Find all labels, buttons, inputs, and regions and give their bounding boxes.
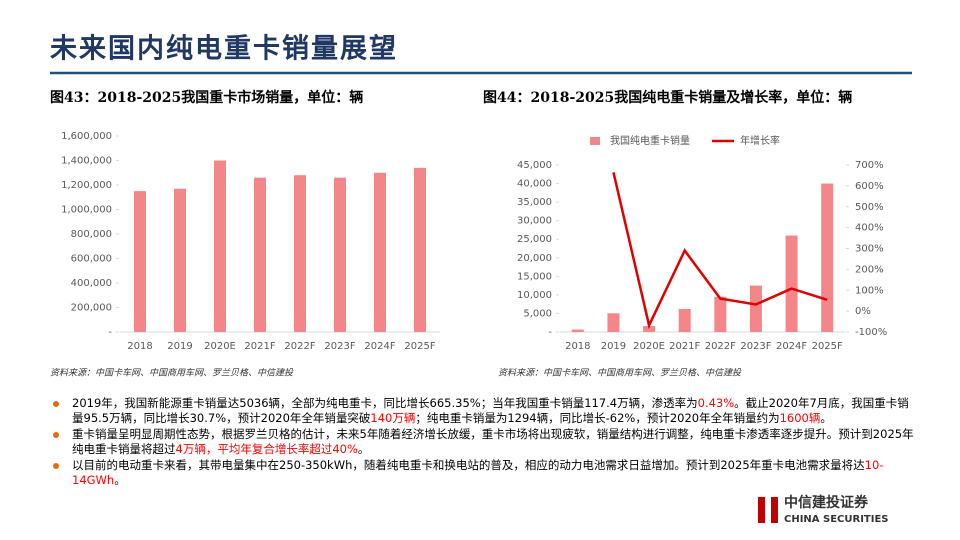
y-tick-label: -	[548, 327, 552, 338]
bar	[294, 175, 306, 332]
bar	[214, 160, 226, 332]
y2-tick-label: 700%	[855, 160, 884, 171]
chart-title: 图44：2018-2025我国纯电重卡销量及增长率，单位：辆	[483, 89, 852, 106]
chart-title: 图43：2018-2025我国重卡市场销量，单位：辆	[50, 89, 363, 106]
bullet-text: 。截止2020年7月底，我国重卡销量95.5万辆，同比增长30.7%，预计202…	[72, 396, 909, 425]
bullet-text: 。	[357, 442, 370, 456]
bullet-list: 2019年，我国新能源重卡销量达5036辆，全部为纯电重卡，同比增长665.35…	[50, 396, 920, 489]
highlight: 4万辆，平均年复合增长率超过40%	[175, 442, 358, 456]
x-tick-label: 2018	[565, 341, 590, 352]
bullet: 以目前的电动重卡来看，其带电量集中在250-350kWh，随着纯电重卡和换电站的…	[50, 458, 920, 488]
bar	[134, 191, 146, 332]
x-tick-label: 2022F	[705, 341, 736, 352]
x-tick-label: 2025F	[404, 341, 435, 352]
y-tick-label: 40,000	[517, 179, 552, 190]
y-tick-label: -	[108, 327, 112, 338]
x-tick-label: 2022F	[284, 341, 315, 352]
bullet: 重卡销量呈明显周期性态势，根据罗兰贝格的估计，未来5年随着经济增长放缓，重卡市场…	[50, 427, 920, 457]
bullet-text: 。	[114, 473, 126, 487]
bar	[571, 329, 584, 332]
logo-mark	[765, 497, 771, 523]
chart-source: 资料来源：中国卡车网、中国商用车网、罗兰贝格、中信建投	[498, 368, 742, 379]
y-tick-label: 1,200,000	[61, 180, 112, 191]
bar	[607, 313, 620, 332]
y-tick-label: 200,000	[71, 303, 112, 314]
y-tick-label: 1,600,000	[61, 131, 112, 142]
bar	[254, 177, 266, 332]
x-tick-label: 2020E	[204, 341, 236, 352]
y2-tick-label: 100%	[855, 285, 884, 296]
x-tick-label: 2024F	[364, 341, 395, 352]
y-tick-label: 10,000	[517, 290, 552, 301]
bar	[714, 296, 727, 332]
highlight: 1600辆	[779, 411, 821, 425]
highlight: 140万辆	[370, 411, 416, 425]
bullet-text: ；纯电重卡销量为1294辆，同比增长-62%，预计2020年全年销量约为	[415, 411, 780, 425]
x-tick-label: 2023F	[740, 341, 771, 352]
bar	[749, 285, 762, 332]
bar	[821, 183, 834, 332]
y-tick-label: 5,000	[523, 308, 552, 319]
y-tick-label: 1,000,000	[61, 205, 112, 216]
bar	[374, 172, 386, 332]
bullet-text: 重卡销量呈明显周期性态势，根据罗兰贝格的估计，未来5年随着经济增长放缓，重卡市场…	[72, 427, 914, 456]
y-tick-label: 25,000	[517, 234, 552, 245]
legend-swatch	[590, 137, 600, 145]
y2-tick-label: 200%	[855, 264, 884, 275]
y-tick-label: 20,000	[517, 253, 552, 264]
logo: 中信建投证券 CHINA SECURITIES	[758, 494, 889, 525]
x-tick-label: 2021F	[669, 341, 700, 352]
slide-title: 未来国内纯电重卡销量展望	[50, 33, 398, 65]
y2-tick-label: 0%	[855, 306, 871, 317]
bar	[643, 326, 656, 332]
x-tick-label: 2020E	[633, 341, 665, 352]
y-tick-label: 35,000	[517, 197, 552, 208]
y-tick-label: 30,000	[517, 216, 552, 227]
legend-label: 年增长率	[740, 134, 780, 147]
legend-label: 我国纯电重卡销量	[610, 134, 690, 147]
x-tick-label: 2019	[601, 341, 626, 352]
x-tick-label: 2024F	[776, 341, 807, 352]
y2-tick-label: -100%	[855, 327, 887, 338]
y-tick-label: 400,000	[71, 278, 112, 289]
bullet-text: 以目前的电动重卡来看，其带电量集中在250-350kWh，随着纯电重卡和换电站的…	[72, 458, 865, 472]
y2-tick-label: 400%	[855, 223, 884, 234]
bar	[678, 308, 691, 332]
line	[612, 172, 828, 330]
x-tick-label: 2018	[127, 341, 152, 352]
bar	[414, 167, 426, 332]
logo-name: 中信建投证券	[784, 494, 869, 511]
y-tick-label: 1,400,000	[61, 156, 112, 167]
highlight: 10-14GWh	[72, 458, 884, 487]
y-tick-label: 15,000	[517, 271, 552, 282]
bullet: 2019年，我国新能源重卡销量达5036辆，全部为纯电重卡，同比增长665.35…	[50, 396, 920, 426]
y2-tick-label: 600%	[855, 181, 884, 192]
bullet-text: 。	[820, 411, 832, 425]
bullet-text: 2019年，我国新能源重卡销量达5036辆，全部为纯电重卡，同比增长665.35…	[72, 396, 698, 410]
bar	[334, 177, 346, 332]
y-tick-label: 800,000	[71, 229, 112, 240]
y2-tick-label: 500%	[855, 202, 884, 213]
x-tick-label: 2021F	[244, 341, 275, 352]
bar	[785, 235, 798, 332]
bar	[174, 188, 186, 332]
x-tick-label: 2023F	[324, 341, 355, 352]
x-tick-label: 2019	[167, 341, 192, 352]
chart-source: 资料来源：中国卡车网、中国商用车网、罗兰贝格、中信建投	[50, 368, 294, 379]
logo-en: CHINA SECURITIES	[784, 514, 889, 525]
y2-tick-label: 300%	[855, 244, 884, 255]
highlight: 0.43%	[697, 396, 735, 410]
y-tick-label: 45,000	[517, 160, 552, 171]
x-tick-label: 2025F	[812, 341, 843, 352]
y-tick-label: 600,000	[71, 254, 112, 265]
